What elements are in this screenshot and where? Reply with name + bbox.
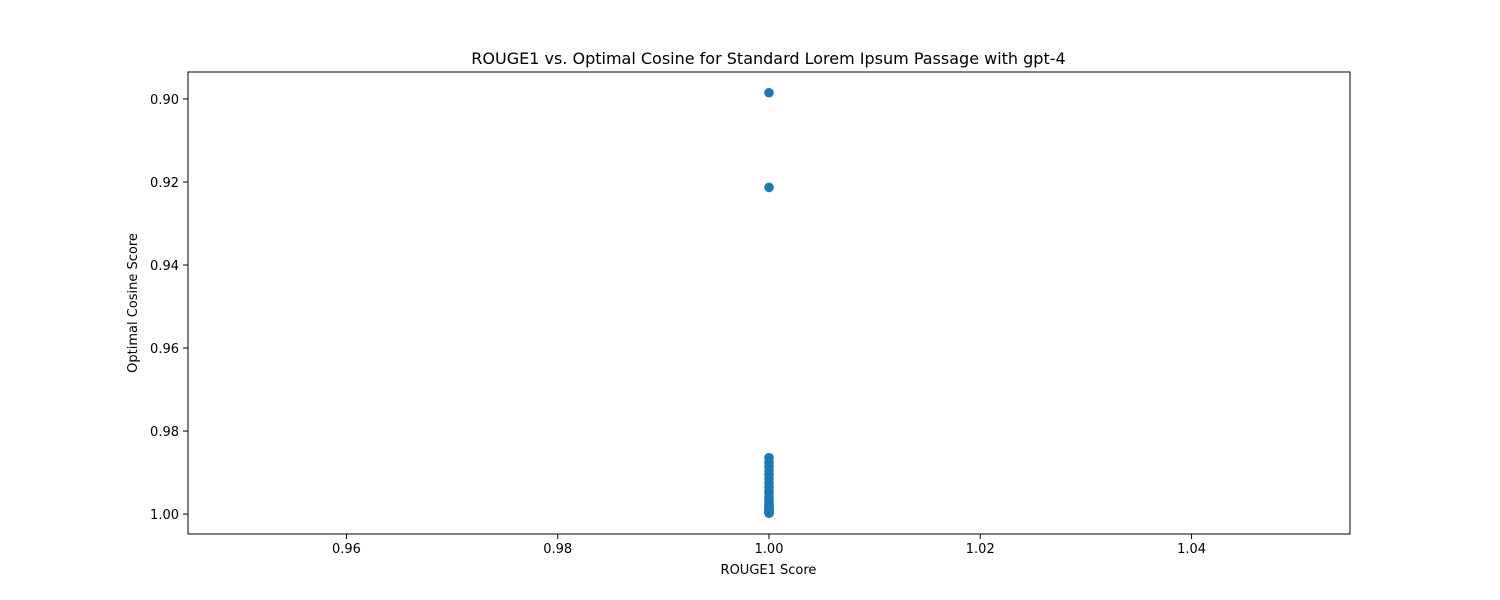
data-point: [764, 182, 774, 193]
plot-area: [764, 87, 774, 519]
y-tick-label: 1.00: [150, 508, 179, 523]
x-tick-label: 1.00: [755, 542, 784, 557]
data-point: [764, 87, 774, 98]
y-tick-label: 0.92: [150, 176, 179, 191]
y-tick-label: 0.98: [150, 425, 179, 440]
x-tick-label: 1.02: [966, 542, 995, 557]
y-tick-label: 0.96: [150, 342, 179, 357]
x-axis: 0.96 0.98 1.00 1.02 1.04: [332, 534, 1206, 557]
y-axis: 0.90 0.92 0.94 0.96 0.98 1.00: [150, 93, 188, 523]
y-axis-label: Optimal Cosine Score: [126, 233, 141, 373]
chart-title: ROUGE1 vs. Optimal Cosine for Standard L…: [471, 49, 1065, 68]
y-tick-label: 0.90: [150, 93, 179, 108]
x-axis-label: ROUGE1 Score: [721, 563, 817, 578]
y-tick-label: 0.94: [150, 259, 179, 274]
x-tick-label: 1.04: [1177, 542, 1206, 557]
data-point: [764, 508, 774, 519]
x-tick-label: 0.96: [332, 542, 361, 557]
x-tick-label: 0.98: [543, 542, 572, 557]
